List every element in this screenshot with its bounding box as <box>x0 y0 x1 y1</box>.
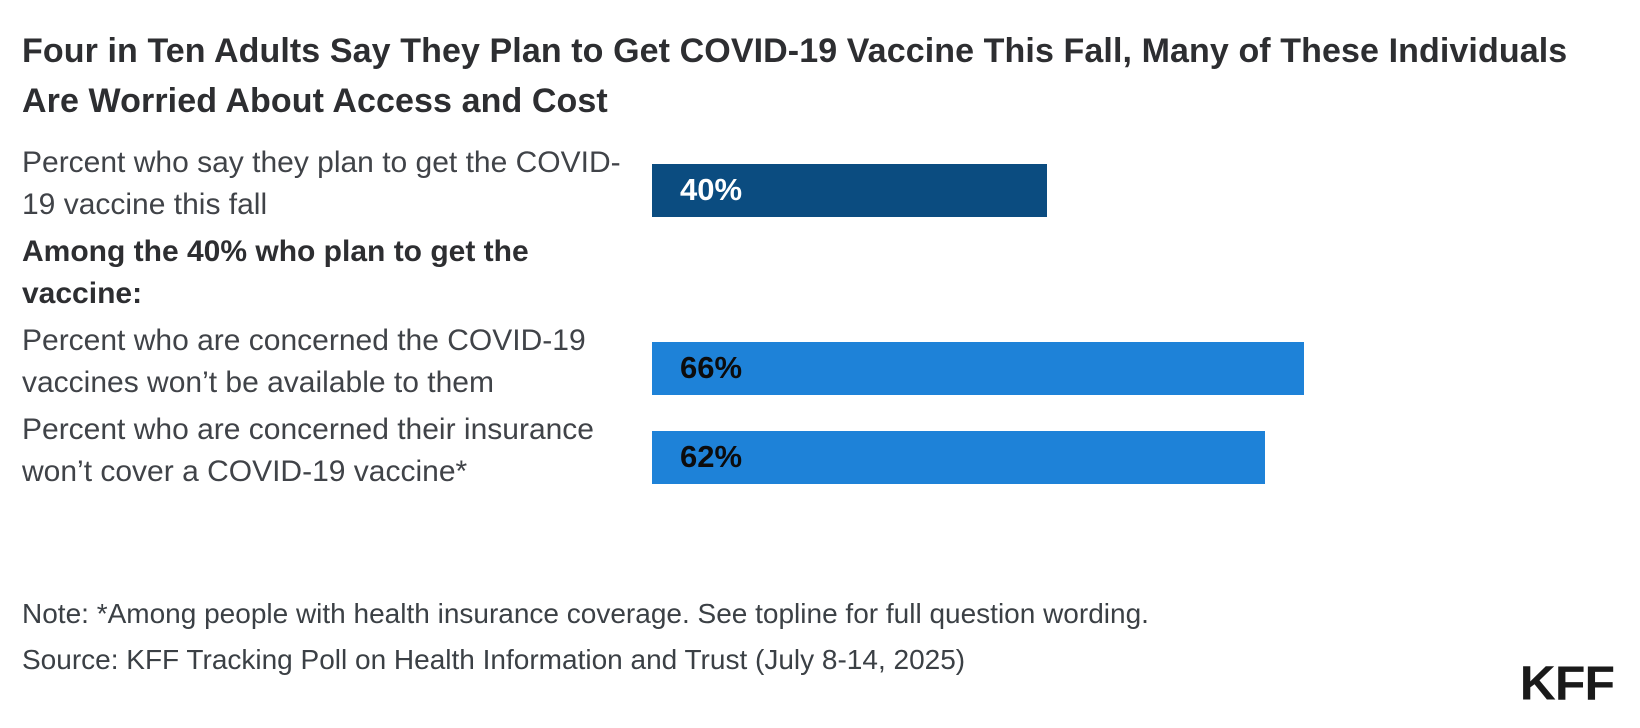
bar-value-label: 66% <box>680 350 743 385</box>
chart-row: Among the 40% who plan to get the vaccin… <box>22 231 1640 315</box>
category-label: Percent who are concerned their insuranc… <box>22 413 594 488</box>
group-heading: Among the 40% who plan to get the vaccin… <box>22 235 529 310</box>
bar-value-label: 40% <box>680 172 743 207</box>
bar-track-empty <box>652 231 1640 315</box>
bar-track: 66% <box>652 320 1640 404</box>
bar-chart: Percent who say they plan to get the COV… <box>22 142 1640 493</box>
chart-row: Percent who say they plan to get the COV… <box>22 142 1640 226</box>
chart-footer: Note: *Among people with health insuranc… <box>22 591 1640 683</box>
bar-concerned-availability: 66% <box>652 341 1305 395</box>
bar-track: 40% <box>652 142 1640 226</box>
bar-concerned-insurance: 62% <box>652 430 1265 484</box>
source-text: Source: KFF Tracking Poll on Health Info… <box>22 644 966 675</box>
kff-logo: KFF <box>1519 656 1615 710</box>
category-label: Percent who say they plan to get the COV… <box>22 146 621 221</box>
bar-plan-to-get-vaccine: 40% <box>652 163 1048 217</box>
chart-row: Percent who are concerned their insuranc… <box>22 409 1640 493</box>
bar-value-label: 62% <box>680 439 743 474</box>
category-label: Percent who are concerned the COVID-19 v… <box>22 324 586 399</box>
note-text: Note: *Among people with health insuranc… <box>22 598 1149 629</box>
bar-track: 62% <box>652 409 1640 493</box>
chart-row: Percent who are concerned the COVID-19 v… <box>22 320 1640 404</box>
chart-title: Four in Ten Adults Say They Plan to Get … <box>22 32 1568 120</box>
